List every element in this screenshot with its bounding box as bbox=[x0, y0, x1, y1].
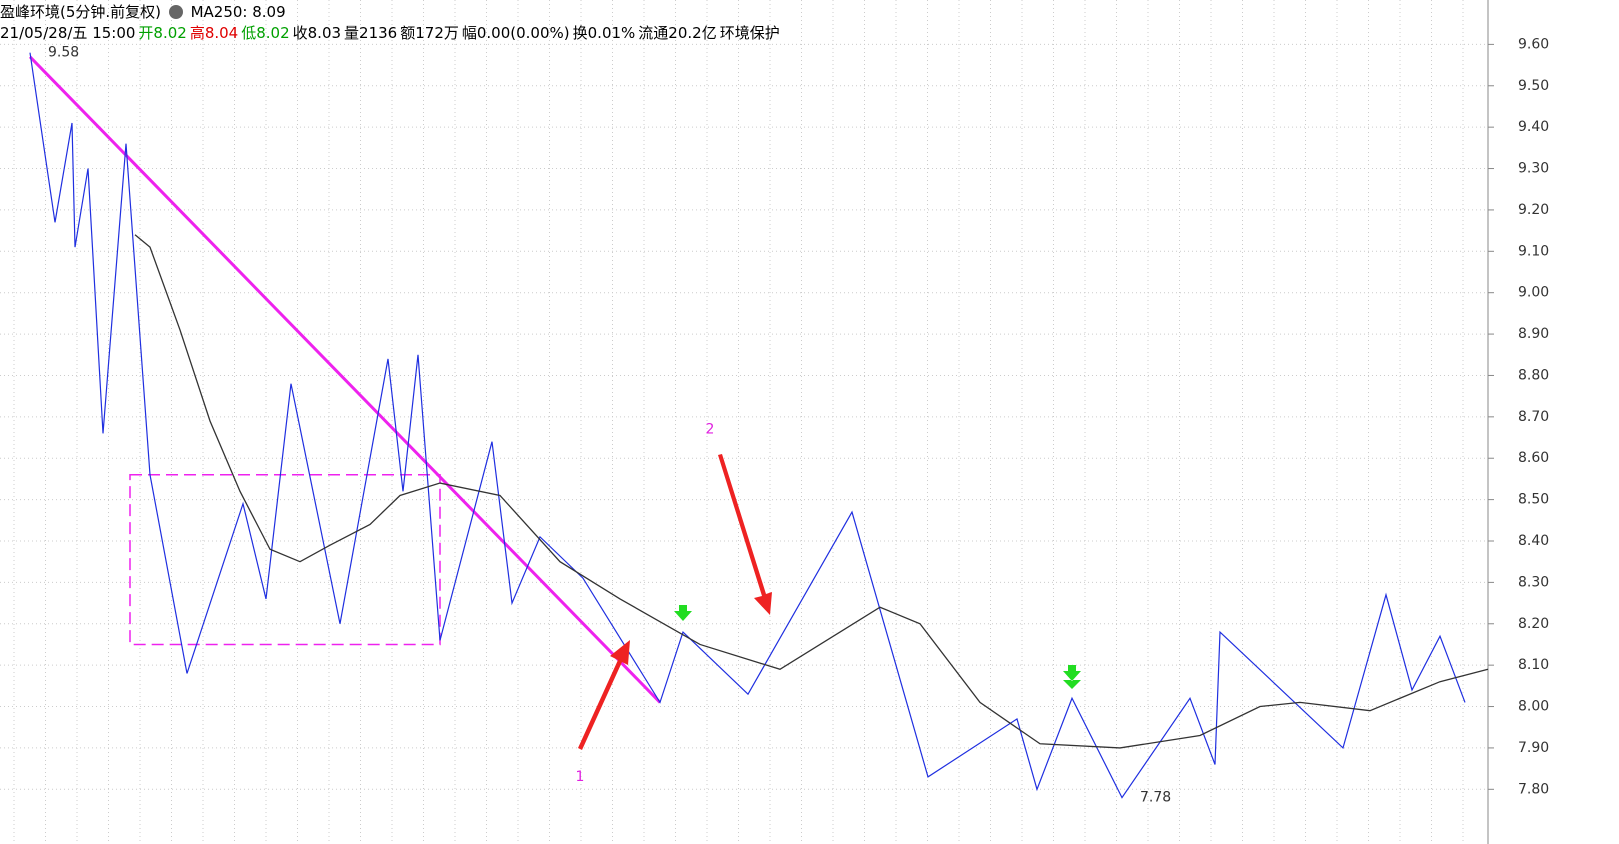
y-tick-label: 8.70 bbox=[1518, 409, 1549, 425]
info-item: 流通20.2亿 bbox=[638, 24, 717, 42]
y-tick-label: 7.90 bbox=[1518, 740, 1549, 756]
y-tick-label: 7.80 bbox=[1518, 781, 1549, 797]
series-line bbox=[134, 234, 1489, 749]
info-row: 21/05/28/五 15:00 开8.02 高8.04 低8.02 收8.03 量213… bbox=[0, 23, 783, 44]
y-tick-label: 9.20 bbox=[1518, 202, 1549, 218]
info-item: 低8.02 bbox=[241, 24, 290, 42]
y-tick-label: 8.10 bbox=[1518, 657, 1549, 673]
y-tick-label: 8.80 bbox=[1518, 367, 1549, 383]
y-tick-label: 8.60 bbox=[1518, 450, 1549, 466]
red-arrow bbox=[578, 640, 630, 750]
y-tick-label: 9.10 bbox=[1518, 243, 1549, 259]
y-tick-label: 9.50 bbox=[1518, 78, 1549, 94]
box bbox=[129, 474, 441, 646]
y-tick-label: 8.90 bbox=[1518, 326, 1549, 342]
series-line bbox=[29, 52, 1466, 799]
annotation: 7.78 bbox=[1140, 790, 1171, 806]
y-tick-label: 9.30 bbox=[1518, 161, 1549, 177]
red-arrow bbox=[718, 454, 772, 615]
info-item: 换0.01% bbox=[572, 24, 636, 42]
info-item: 额172万 bbox=[400, 24, 459, 42]
info-item: 幅0.00(0.00%) bbox=[461, 24, 570, 42]
green-arrow bbox=[674, 605, 692, 621]
y-tick-label: 8.20 bbox=[1518, 616, 1549, 632]
y-tick-label: 8.00 bbox=[1518, 699, 1549, 715]
info-item: 量2136 bbox=[344, 24, 398, 42]
chart-title: 盈峰环境(5分钟.前复权) bbox=[0, 3, 162, 21]
header: 盈峰环境(5分钟.前复权) MA250: 8.09 21/05/28/五 15:… bbox=[0, 2, 783, 44]
title-row: 盈峰环境(5分钟.前复权) MA250: 8.09 bbox=[0, 2, 783, 23]
annotation: 9.58 bbox=[48, 45, 79, 61]
ma-label: MA250: 8.09 bbox=[190, 3, 286, 21]
ma-icon bbox=[168, 5, 183, 19]
info-item: 高8.04 bbox=[189, 24, 239, 42]
y-tick-label: 9.60 bbox=[1518, 36, 1549, 52]
green-arrow bbox=[1063, 665, 1081, 689]
annotation: 1 bbox=[576, 769, 585, 785]
annotation: 2 bbox=[706, 421, 715, 437]
info-item: 21/05/28/五 15:00 bbox=[0, 24, 136, 42]
info-item: 收8.03 bbox=[292, 24, 342, 42]
y-tick-label: 8.50 bbox=[1518, 492, 1549, 508]
y-tick-label: 9.00 bbox=[1518, 285, 1549, 301]
info-item: 开8.02 bbox=[138, 24, 187, 42]
y-tick-label: 9.40 bbox=[1518, 119, 1549, 135]
y-tick-label: 8.40 bbox=[1518, 533, 1549, 549]
trendline bbox=[28, 55, 662, 704]
info-item: 环境保护 bbox=[719, 24, 780, 42]
y-tick-label: 8.30 bbox=[1518, 574, 1549, 590]
